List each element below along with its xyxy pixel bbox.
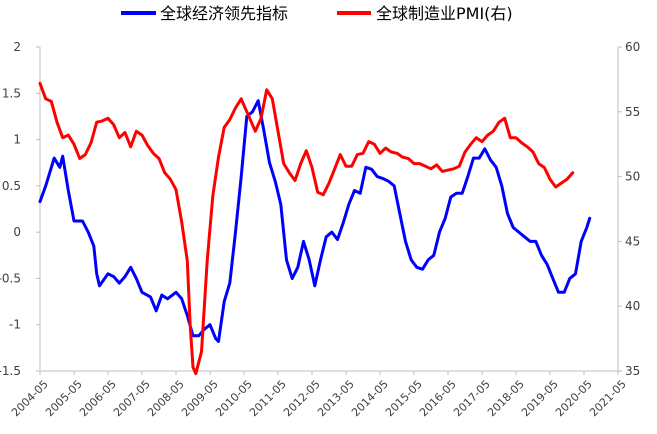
- series-line-lead: [38, 99, 592, 343]
- x-tick-label: 2015-05: [383, 378, 425, 420]
- x-tick-label: 2014-05: [349, 378, 391, 420]
- y-left-tick-label: 0: [13, 225, 21, 239]
- x-tick-label: 2008-05: [145, 378, 187, 420]
- y-left-tick-label: 2: [13, 40, 21, 54]
- x-tick-label: 2010-05: [213, 378, 255, 420]
- x-tick-label: 2007-05: [111, 378, 153, 420]
- plot-area: [38, 81, 592, 376]
- x-tick-label: 2018-05: [485, 378, 527, 420]
- x-tick-label: 2013-05: [315, 378, 357, 420]
- y-left-tick-label: 1.5: [2, 86, 21, 100]
- y-left-tick-label: -1: [9, 318, 21, 332]
- y-right-tick-label: 50: [625, 170, 640, 184]
- legend-label-pmi: 全球制造业PMI(右): [376, 4, 513, 23]
- y-right-tick-label: 55: [625, 105, 640, 119]
- y-left-tick-label: -1.5: [0, 364, 21, 378]
- y-right-tick-label: 40: [625, 299, 640, 313]
- y-left-tick-label: -0.5: [0, 271, 21, 285]
- y-left-tick-label: 1: [13, 133, 21, 147]
- series-line-pmi: [38, 81, 575, 376]
- x-tick-label: 2006-05: [77, 378, 119, 420]
- x-tick-label: 2021-05: [587, 378, 629, 420]
- x-tick-label: 2019-05: [519, 378, 561, 420]
- y-right-tick-label: 35: [625, 364, 640, 378]
- legend-label-lead: 全球经济领先指标: [160, 4, 288, 23]
- x-tick-label: 2005-05: [43, 378, 85, 420]
- chart-legend: 全球经济领先指标 全球制造业PMI(右): [121, 4, 513, 23]
- x-tick-label: 2020-05: [553, 378, 595, 420]
- x-tick-label: 2016-05: [417, 378, 459, 420]
- chart-axes: 21.510.50-0.5-1-1.56055504540352004-0520…: [0, 40, 640, 419]
- x-tick-label: 2004-05: [9, 378, 51, 420]
- y-right-tick-label: 60: [625, 40, 640, 54]
- x-tick-label: 2012-05: [281, 378, 323, 420]
- x-tick-label: 2011-05: [247, 378, 289, 420]
- y-right-tick-label: 45: [625, 234, 640, 248]
- x-tick-label: 2009-05: [179, 378, 221, 420]
- x-tick-label: 2017-05: [451, 378, 493, 420]
- y-left-tick-label: 0.5: [2, 179, 21, 193]
